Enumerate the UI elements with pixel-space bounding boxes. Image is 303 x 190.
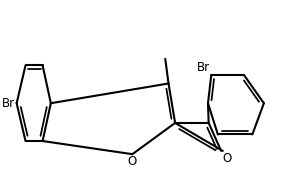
Text: Br: Br: [2, 97, 15, 110]
Text: O: O: [222, 152, 231, 165]
Text: Br: Br: [197, 61, 210, 74]
Text: O: O: [128, 155, 137, 168]
